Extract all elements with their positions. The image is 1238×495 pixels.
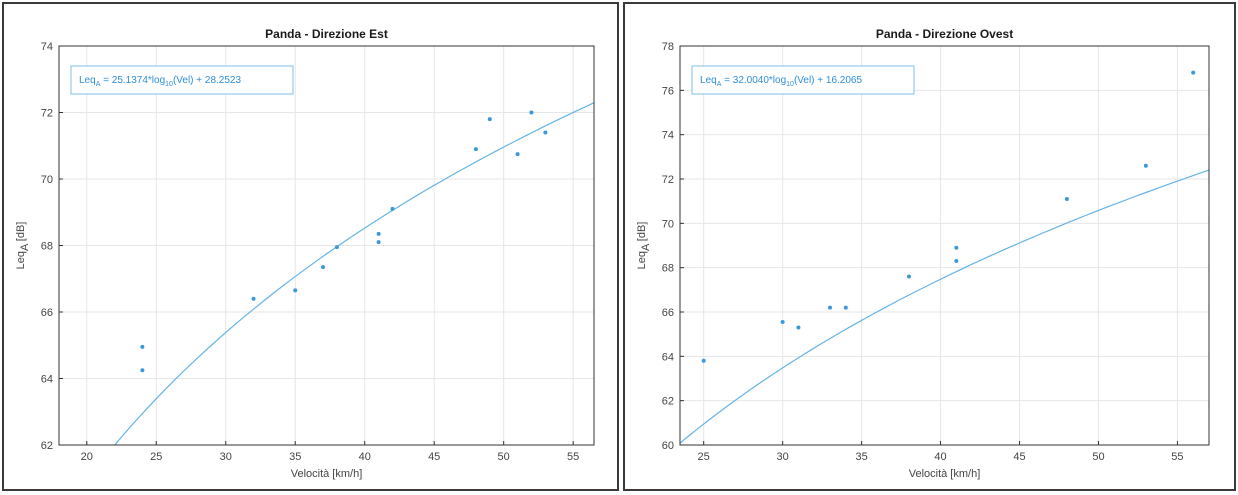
y-tick-label: 60 bbox=[662, 440, 674, 452]
fit-line bbox=[113, 102, 594, 445]
y-tick-label: 68 bbox=[662, 263, 674, 275]
data-point bbox=[701, 358, 706, 363]
chart-est: Panda - Direzione Est 20 25 30 35 40 45 50 55 62 6… bbox=[15, 27, 595, 480]
x-tick-label: 25 bbox=[150, 451, 162, 463]
y-tick-label: 64 bbox=[41, 374, 53, 386]
data-point bbox=[828, 305, 833, 310]
x-tick-label: 30 bbox=[777, 451, 789, 463]
y-tick-label: 70 bbox=[662, 218, 674, 230]
y-tick-label: 74 bbox=[662, 130, 674, 142]
data-point bbox=[1191, 70, 1196, 75]
x-axis-label: Velocità [km/h] bbox=[291, 468, 363, 480]
x-tick-label: 35 bbox=[855, 451, 867, 463]
data-point bbox=[515, 152, 520, 157]
x-tick-label: 55 bbox=[567, 451, 579, 463]
x-tick-label: 35 bbox=[289, 451, 301, 463]
x-axis-label: Velocità [km/h] bbox=[909, 468, 981, 480]
x-tick-label: 50 bbox=[498, 451, 510, 463]
data-point bbox=[1143, 163, 1148, 168]
x-tick-label: 40 bbox=[934, 451, 946, 463]
y-tick-label: 66 bbox=[41, 307, 53, 319]
chart-ovest: Panda - Direzione Ovest 25 30 35 40 45 50 55 60 6… bbox=[636, 27, 1210, 480]
data-point bbox=[293, 288, 298, 293]
y-tick-label: 64 bbox=[662, 351, 674, 363]
equation-box bbox=[70, 65, 294, 95]
y-tick-label: 74 bbox=[41, 41, 53, 53]
y-tick-label: 72 bbox=[41, 108, 53, 120]
y-axis-label: LeqA [dB] bbox=[636, 222, 652, 270]
data-point bbox=[543, 130, 548, 135]
chart-panel-est: Panda - Direzione Est 20 25 30 35 40 45 50 55 62 6… bbox=[2, 2, 619, 491]
x-tick-label: 45 bbox=[428, 451, 440, 463]
x-tick-label: 45 bbox=[1013, 451, 1025, 463]
x-tick-label: 25 bbox=[698, 451, 710, 463]
data-point bbox=[376, 240, 381, 245]
data-point bbox=[376, 231, 381, 236]
equation-box bbox=[691, 65, 915, 95]
y-tick-label: 70 bbox=[41, 174, 53, 186]
y-tick-label: 68 bbox=[41, 241, 53, 253]
data-point bbox=[843, 305, 848, 310]
x-tick-label: 20 bbox=[81, 451, 93, 463]
y-tick-label: 66 bbox=[662, 307, 674, 319]
y-tick-label: 76 bbox=[662, 85, 674, 97]
chart-title: Panda - Direzione Est bbox=[265, 27, 388, 41]
data-point bbox=[140, 368, 145, 373]
y-tick-label: 72 bbox=[662, 174, 674, 186]
data-point bbox=[780, 319, 785, 324]
chart-title: Panda - Direzione Ovest bbox=[876, 27, 1013, 41]
data-point bbox=[334, 245, 339, 250]
data-point bbox=[473, 147, 478, 152]
y-tick-label: 62 bbox=[662, 396, 674, 408]
equation-text: LeqA = 25.1374*log10(Vel) + 28.2523 bbox=[79, 75, 241, 88]
data-point bbox=[487, 117, 492, 122]
data-point bbox=[390, 206, 395, 211]
x-tick-label: 50 bbox=[1092, 451, 1104, 463]
plot-area-border bbox=[679, 45, 1210, 446]
y-tick-label: 78 bbox=[662, 41, 674, 53]
data-point bbox=[906, 274, 911, 279]
chart-panel-ovest: Panda - Direzione Ovest 25 30 35 40 45 50 55 60 6… bbox=[623, 2, 1236, 491]
fit-line bbox=[680, 169, 1209, 444]
data-point bbox=[796, 325, 801, 330]
data-point bbox=[1064, 196, 1069, 201]
data-point bbox=[954, 245, 959, 250]
x-tick-label: 30 bbox=[220, 451, 232, 463]
data-point bbox=[954, 259, 959, 264]
x-tick-label: 40 bbox=[359, 451, 371, 463]
equation-text: LeqA = 32.0040*log10(Vel) + 16.2065 bbox=[700, 75, 862, 88]
y-tick-label: 62 bbox=[41, 440, 53, 452]
data-point bbox=[529, 110, 534, 115]
data-point bbox=[251, 296, 256, 301]
data-point bbox=[321, 265, 326, 270]
x-tick-label: 55 bbox=[1171, 451, 1183, 463]
data-point bbox=[140, 344, 145, 349]
y-axis-label: LeqA [dB] bbox=[15, 222, 31, 270]
